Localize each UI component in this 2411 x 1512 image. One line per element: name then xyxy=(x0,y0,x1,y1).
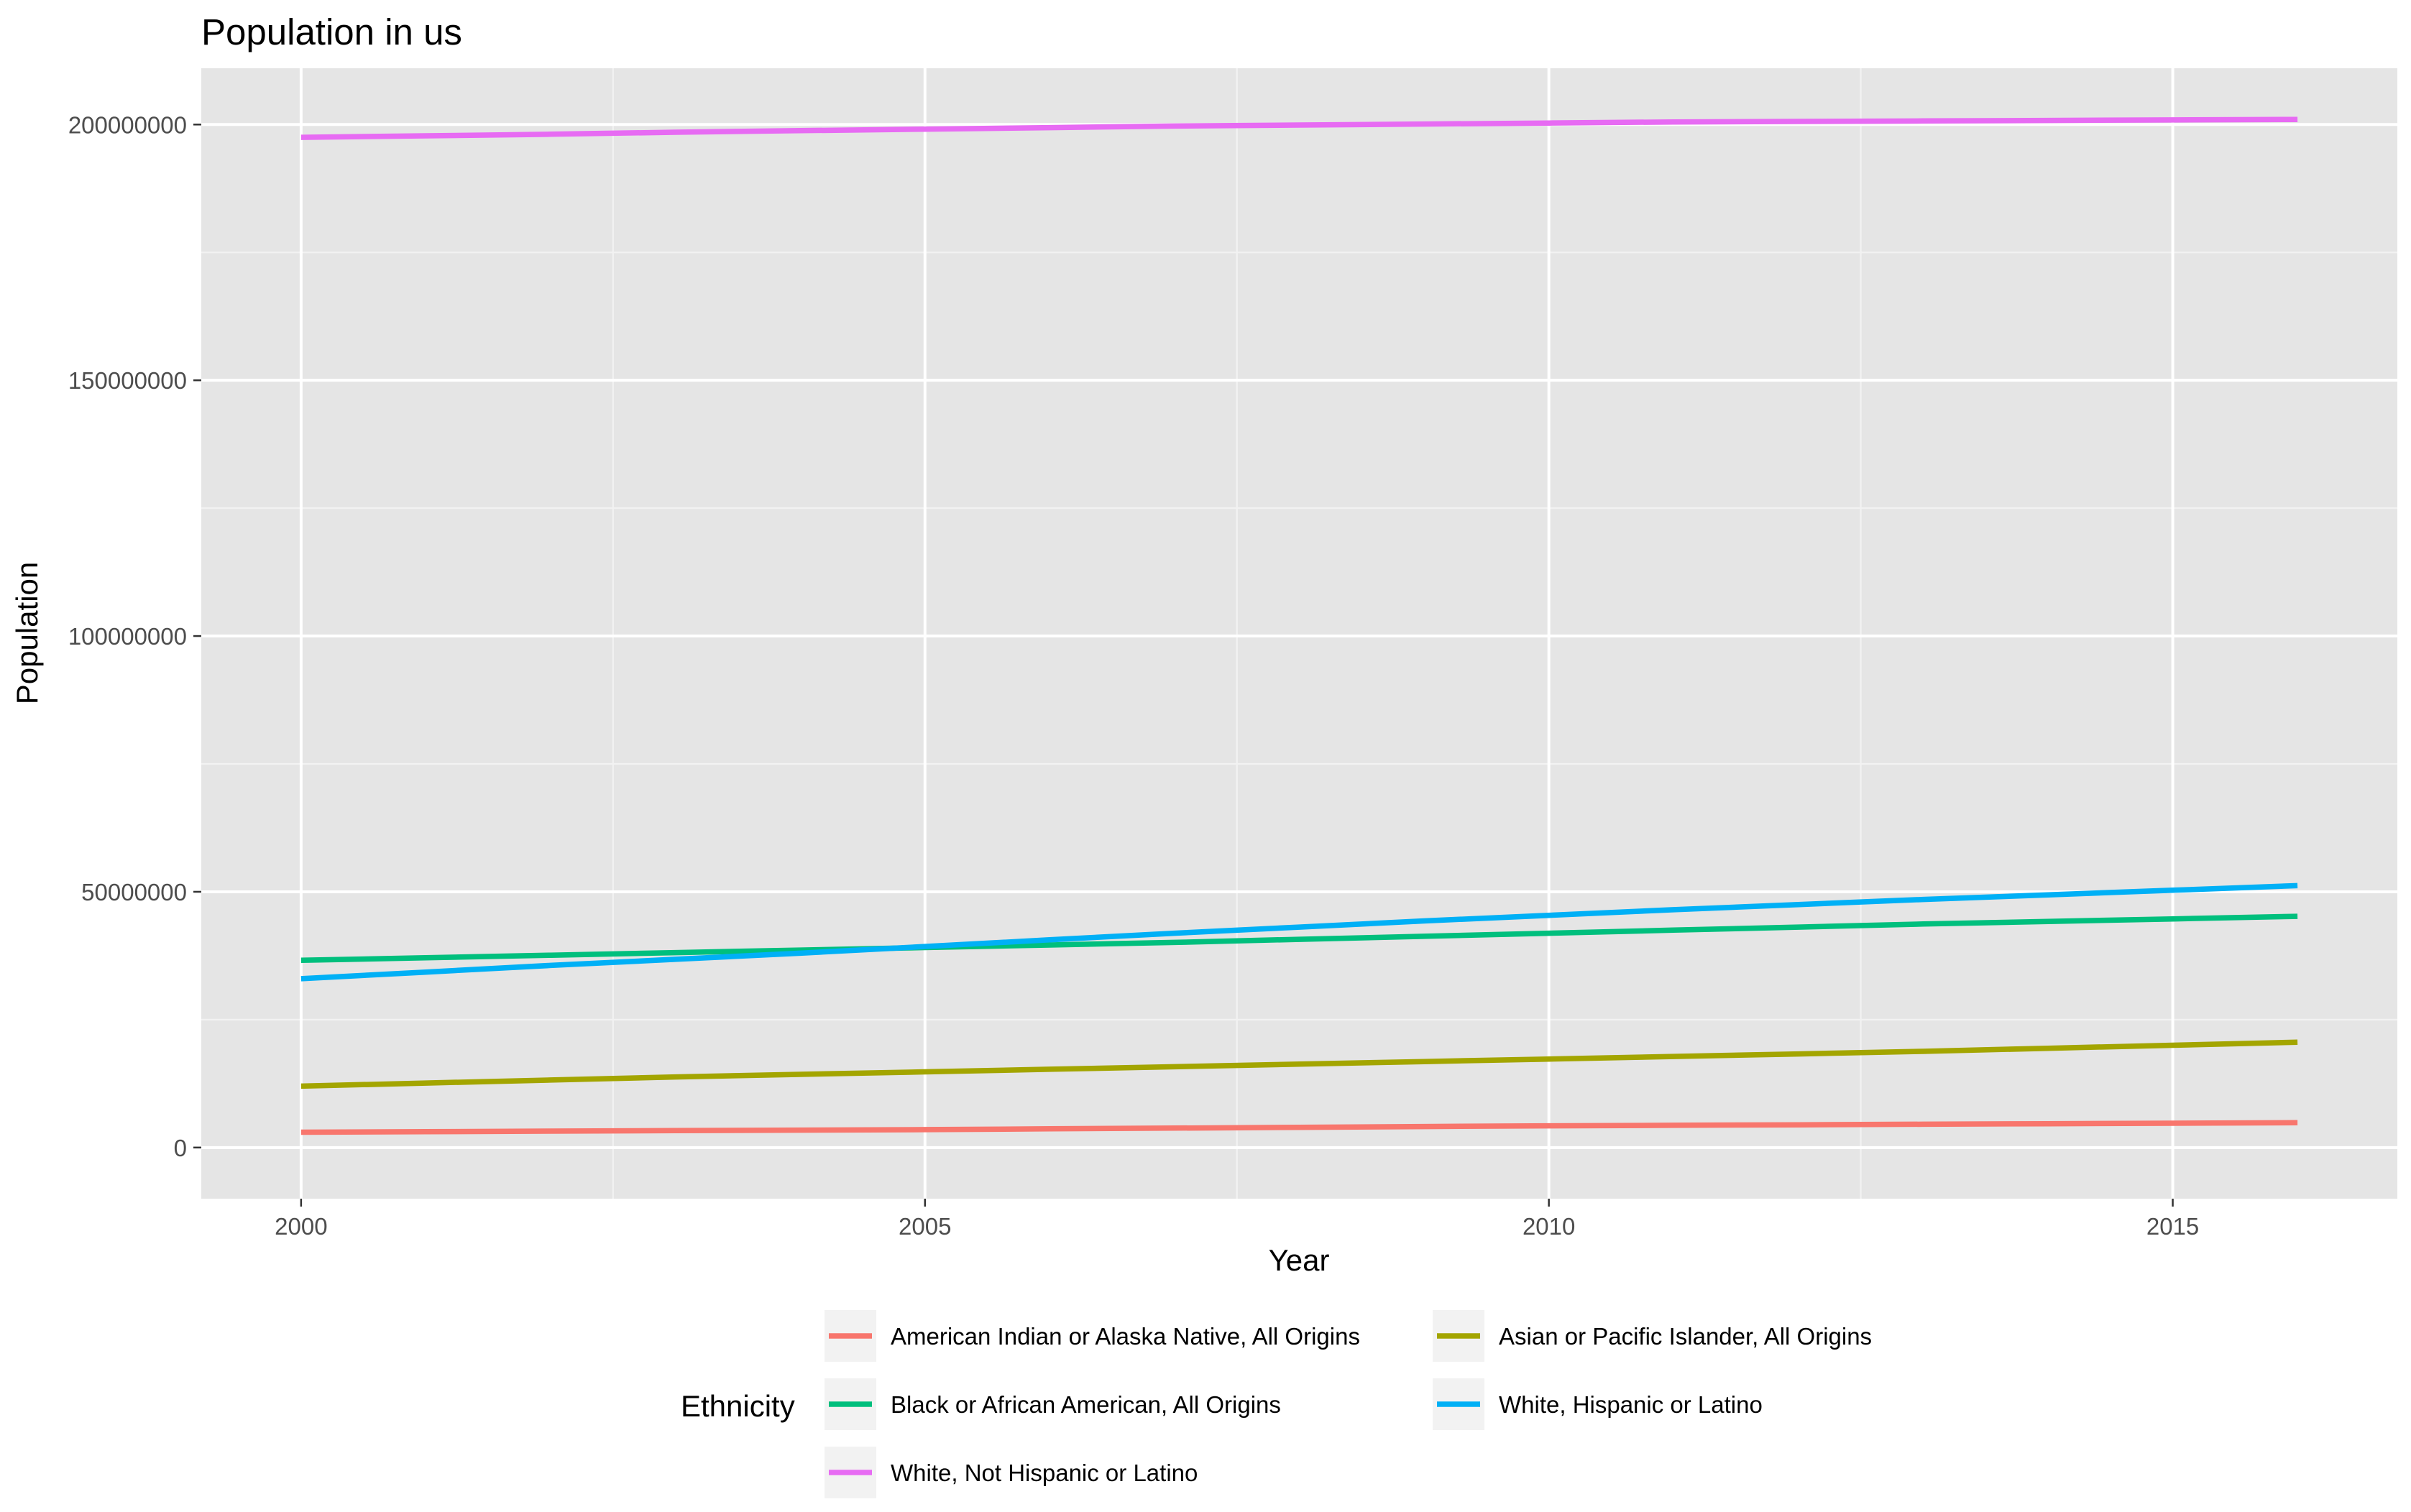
x-tick-label: 2000 xyxy=(275,1213,327,1240)
series-line-4 xyxy=(300,116,2298,140)
y-axis: 0 50000000 100000000 150000000 200000000 xyxy=(68,111,201,1161)
legend: Ethnicity American Indian or Alaska Nati… xyxy=(681,1310,1872,1498)
legend-title: Ethnicity xyxy=(681,1389,795,1423)
legend-label: Asian or Pacific Islander, All Origins xyxy=(1499,1323,1872,1350)
x-tick-label: 2005 xyxy=(899,1213,951,1240)
legend-label: Black or African American, All Origins xyxy=(891,1391,1281,1418)
legend-item: American Indian or Alaska Native, All Or… xyxy=(825,1310,1360,1362)
legend-label: White, Not Hispanic or Latino xyxy=(891,1460,1198,1486)
legend-item: White, Not Hispanic or Latino xyxy=(825,1447,1198,1498)
series-line-2 xyxy=(300,913,2298,964)
major-gridlines xyxy=(201,68,2397,1199)
y-tick-label: 50000000 xyxy=(81,879,187,905)
x-axis-title: Year xyxy=(1269,1243,1330,1277)
series-line-1 xyxy=(300,1039,2298,1089)
x-tick-label: 2015 xyxy=(2146,1213,2199,1240)
series-lines xyxy=(300,116,2298,1135)
y-tick-label: 150000000 xyxy=(68,367,187,394)
legend-item: Asian or Pacific Islander, All Origins xyxy=(1433,1310,1872,1362)
y-tick-label: 0 xyxy=(174,1135,187,1161)
x-axis: 2000 2005 2010 2015 xyxy=(275,1199,2199,1240)
legend-label: White, Hispanic or Latino xyxy=(1499,1391,1763,1418)
chart-title: Population in us xyxy=(201,11,462,52)
x-tick-label: 2010 xyxy=(1523,1213,1575,1240)
legend-item: White, Hispanic or Latino xyxy=(1433,1378,1763,1430)
series-line-0 xyxy=(300,1120,2298,1135)
y-tick-label: 100000000 xyxy=(68,623,187,650)
y-tick-label: 200000000 xyxy=(68,111,187,138)
minor-gridlines xyxy=(201,68,2397,1199)
series-line-3 xyxy=(300,882,2298,982)
plot-panel xyxy=(201,68,2397,1199)
y-axis-title: Population xyxy=(10,562,44,705)
legend-item: Black or African American, All Origins xyxy=(825,1378,1281,1430)
legend-label: American Indian or Alaska Native, All Or… xyxy=(891,1323,1360,1350)
